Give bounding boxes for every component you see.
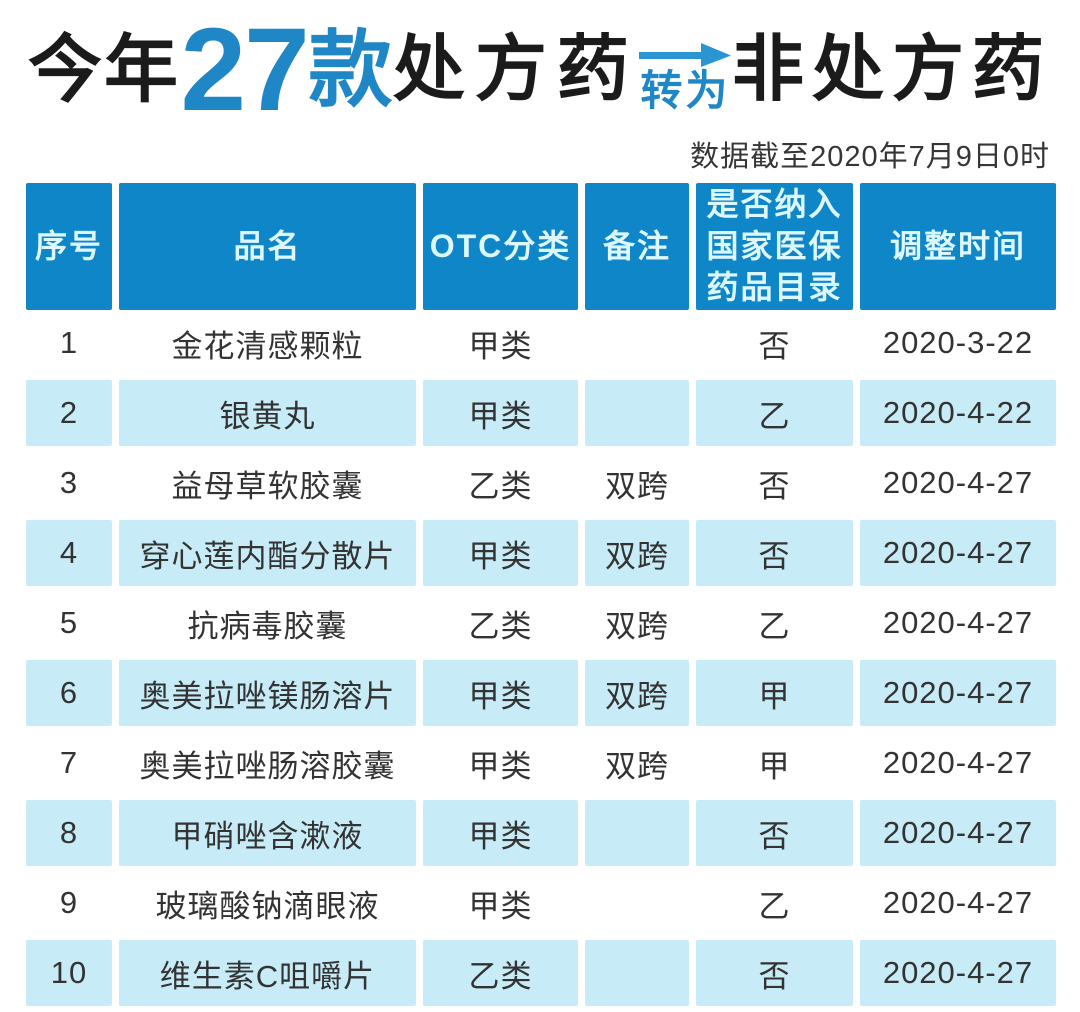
table-cell: 否 (758, 468, 791, 504)
table-cell: 1 (59, 325, 79, 360)
table-cell: 6 (26, 660, 112, 726)
table-cell: 2020-4-27 (860, 940, 1056, 1006)
table-cell: 双跨 (585, 520, 689, 586)
table-cell: 2 (26, 380, 112, 446)
table-row: 6 奥美拉唑镁肠溶片 甲类 双跨甲 2020-4-27 (26, 660, 1056, 726)
title-unit: 款 (308, 23, 393, 117)
table-cell: 8 (26, 800, 112, 866)
table-cell: 奥美拉唑镁肠溶片 (119, 660, 416, 726)
header-cell: 调整时间 (860, 183, 1056, 310)
table-body: 1 金花清感颗粒 甲类否 2020-3-22 2 银黄丸 甲类乙 2020-4-22 3 益母草软… (26, 310, 1056, 1006)
table-cell: 甲 (758, 748, 791, 784)
table-cell: 否 (758, 328, 791, 364)
table-cell: 2020-4-27 (860, 520, 1056, 586)
table-cell: 甲类 (468, 888, 533, 924)
title-from: 处方药 (392, 30, 639, 110)
data-cutoff-note: 数据截至2020年7月9日0时 (690, 141, 1050, 173)
header-cell: 是否纳入 国家医保 药品目录 (696, 183, 853, 310)
header-cell: OTC分类 (423, 183, 578, 310)
title-prefix: 今年 (28, 28, 180, 111)
table-cell: 乙 (758, 608, 791, 644)
table-cell (585, 310, 689, 376)
table-cell (585, 800, 689, 866)
table-cell: 2020-4-27 (860, 800, 1056, 866)
table-cell: 乙类 (423, 940, 578, 1006)
table-cell (585, 870, 689, 936)
table-cell: 9 (59, 885, 79, 920)
table-row: 5 抗病毒胶囊 乙类 双跨 乙 2020-4-27 (26, 590, 1056, 656)
table-cell: 玻璃酸钠滴眼液 (155, 888, 380, 924)
table-cell: 2020-4-27 (882, 885, 1034, 920)
table-cell: 甲硝唑含漱液 (119, 800, 416, 866)
table-row: 4 穿心莲内酯分散片 甲类 双跨否 2020-4-27 (26, 520, 1056, 586)
table-cell: 金花清感颗粒 (171, 328, 364, 364)
table-cell: 2020-4-27 (882, 745, 1034, 780)
page-title: 今年 27 款 处方药 转为 非处方药 (28, 4, 1052, 136)
table-cell: 甲类 (468, 328, 533, 364)
table-header-row: 序号 品名 OTC分类 备注 是否纳入 国家医保 药品目录 调整时间 (26, 183, 1056, 310)
table-cell (585, 380, 689, 446)
table-cell: 双跨 (605, 608, 669, 644)
table-cell: 乙类 (468, 608, 533, 644)
header-cell: 品名 (119, 183, 416, 310)
table-cell: 甲类 (423, 520, 578, 586)
table-cell: 2020-3-22 (882, 325, 1034, 360)
table-cell: 否 (696, 800, 853, 866)
table-cell: 否 (696, 940, 853, 1006)
table-cell: 甲类 (423, 800, 578, 866)
table-cell: 抗病毒胶囊 (187, 608, 348, 644)
table-cell: 甲类 (423, 660, 578, 726)
table-cell: 2020-4-27 (882, 465, 1034, 500)
table-cell: 益母草软胶囊 (171, 468, 364, 504)
table-cell: 双跨 (605, 468, 669, 504)
arrow-label: 转为 (640, 66, 731, 114)
table-row: 10 维生素C咀嚼片 乙类 否 2020-4-27 (26, 940, 1056, 1006)
table-row: 2 银黄丸 甲类 乙 2020-4-22 (26, 380, 1056, 446)
header-cell: 序号 (26, 183, 112, 310)
conversion-arrow-group: 转为 (639, 42, 732, 114)
table-cell: 维生素C咀嚼片 (119, 940, 416, 1006)
table-cell: 双跨 (605, 748, 669, 784)
table-row: 8 甲硝唑含漱液 甲类 否 2020-4-27 (26, 800, 1056, 866)
table-cell: 奥美拉唑肠溶胶囊 (139, 748, 396, 784)
table-cell: 10 (26, 940, 112, 1006)
table-cell: 7 (59, 745, 79, 780)
table-cell: 双跨 (585, 660, 689, 726)
table-row: 9 玻璃酸钠滴眼液 甲类 乙 2020-4-27 (26, 870, 1056, 936)
right-arrow-icon (639, 42, 732, 67)
table-cell: 4 (26, 520, 112, 586)
table-cell: 乙 (696, 380, 853, 446)
header-cell: 备注 (585, 183, 689, 310)
title-count: 27 (180, 3, 310, 136)
table-cell: 2020-4-22 (860, 380, 1056, 446)
table-row: 1 金花清感颗粒 甲类 否 2020-3-22 (26, 310, 1056, 376)
table-cell: 甲类 (468, 748, 533, 784)
table-row: 7 奥美拉唑肠溶胶囊 甲类 双跨 甲 2020-4-27 (26, 730, 1056, 796)
otc-drug-table: 序号 品名 OTC分类 备注 是否纳入 国家医保 药品目录 调整时间 1 金花清感颗粒 甲类否… (26, 183, 1056, 1010)
table-cell: 2020-4-27 (882, 605, 1034, 640)
table-cell: 甲 (696, 660, 853, 726)
table-cell: 甲类 (423, 380, 578, 446)
table-cell: 2020-4-27 (860, 660, 1056, 726)
table-cell: 乙类 (468, 468, 533, 504)
table-cell (585, 940, 689, 1006)
table-cell: 穿心莲内酯分散片 (119, 520, 416, 586)
table-cell: 3 (59, 465, 79, 500)
table-row: 3 益母草软胶囊 乙类 双跨 否 2020-4-27 (26, 450, 1056, 516)
table-cell: 乙 (758, 888, 791, 924)
title-to: 非处方药 (731, 30, 1052, 110)
table-cell: 5 (59, 605, 79, 640)
table-cell: 否 (696, 520, 853, 586)
table-cell: 银黄丸 (119, 380, 416, 446)
